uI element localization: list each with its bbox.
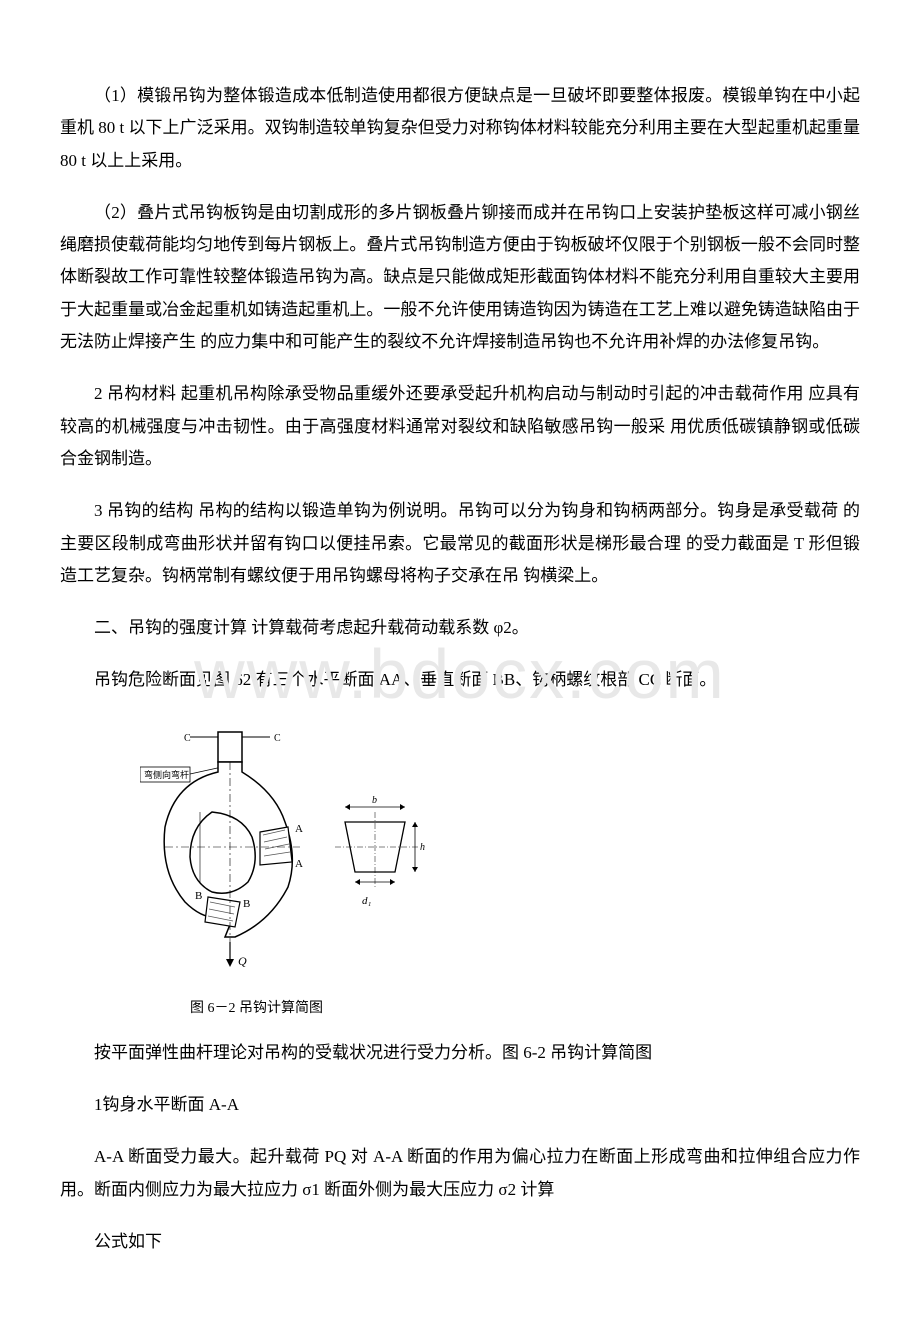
content-wrapper: （1）模锻吊钩为整体锻造成本低制造使用都很方便缺点是一旦破坏即要整体报废。模锻单…: [60, 80, 860, 1258]
paragraph-8: 1钩身水平断面 A-A: [60, 1089, 860, 1121]
hook-diagram-svg: C C 弯侧向弯杆 A A: [140, 727, 440, 987]
paragraph-6: 吊钩危险断面见图 62 有三个水平断面 AA、垂直断面 BB、钩柄螺纹根部 CC…: [60, 664, 860, 696]
section-aa-area: [260, 827, 292, 865]
label-d1: d₁: [362, 895, 372, 907]
dim-h-arrow-b: [412, 867, 418, 872]
dim-bot-arrow-l: [355, 879, 360, 885]
label-a-bot-right: A: [295, 858, 303, 870]
paragraph-3: 2 吊构材料 起重机吊构除承受物品重缓外还要承受起升机构启动与制动时引起的冲击载…: [60, 378, 860, 475]
label-c-left: C: [184, 733, 191, 744]
label-b-right: B: [243, 898, 250, 910]
paragraph-5: 二、吊钩的强度计算 计算载荷考虑起升载荷动载系数 φ2。: [60, 612, 860, 644]
cross-section-detail: b h d₁: [335, 795, 425, 907]
dim-b-label: b: [372, 795, 377, 806]
dim-b-arrow-l: [345, 804, 350, 810]
force-arrow-head: [226, 959, 234, 967]
paragraph-7: 按平面弹性曲杆理论对吊构的受载状况进行受力分析。图 6-2 吊钩计算简图: [60, 1037, 860, 1069]
paragraph-4: 3 吊钩的结构 吊构的结构以锻造单钩为例说明。吊钩可以分为钩身和钩柄两部分。钩身…: [60, 495, 860, 592]
dim-bot-arrow-r: [390, 879, 395, 885]
paragraph-2: （2）叠片式吊钩板钩是由切割成形的多片钢板叠片铆接而成并在吊钩口上安装护垫板这样…: [60, 197, 860, 358]
dim-b-arrow-r: [400, 804, 405, 810]
dim-h-label: h: [420, 842, 425, 853]
paragraph-1: （1）模锻吊钩为整体锻造成本低制造使用都很方便缺点是一旦破坏即要整体报废。模锻单…: [60, 80, 860, 177]
label-text: 弯侧向弯杆: [144, 769, 189, 780]
label-a-top: A: [295, 823, 303, 835]
document-page: （1）模锻吊钩为整体锻造成本低制造使用都很方便缺点是一旦破坏即要整体报废。模锻单…: [0, 0, 920, 1338]
label-q: Q: [238, 954, 247, 968]
dim-h-arrow-t: [412, 822, 418, 827]
figure-caption: 图 6－2 吊钩计算简图: [190, 997, 860, 1017]
paragraph-9: A-A 断面受力最大。起升载荷 PQ 对 A-A 断面的作用为偏心拉力在断面上形…: [60, 1141, 860, 1206]
label-c-right: C: [274, 733, 281, 744]
label-b-left: B: [195, 890, 202, 902]
paragraph-10: 公式如下: [60, 1226, 860, 1258]
hook-shank: [218, 732, 242, 762]
figure-hook-diagram: C C 弯侧向弯杆 A A: [140, 727, 860, 1017]
